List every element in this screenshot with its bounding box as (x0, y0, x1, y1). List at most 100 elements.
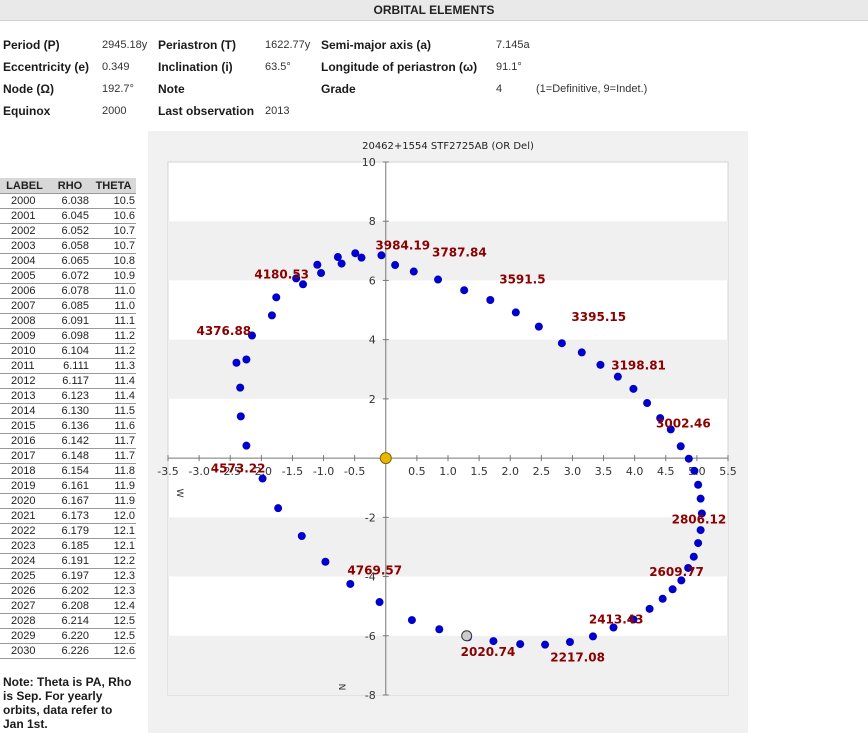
row-rho-cell: 6.220 (49, 628, 91, 644)
orbit-point (297, 531, 306, 540)
row-theta-cell: 11.2 (91, 328, 136, 344)
row-label-cell: 2007 (0, 298, 49, 314)
x-tick-label: 4.0 (626, 465, 644, 478)
orbit-point (434, 275, 443, 284)
table-row: 2030 6.226 12.6 (0, 643, 136, 659)
grade-label: Grade (321, 82, 356, 96)
epoch-label: 4180.53 (254, 267, 309, 281)
x-tick-label: 1.5 (470, 465, 488, 478)
chart-title: 20462+1554 STF2725AB (OR Del) (362, 141, 534, 152)
row-label-cell: 2015 (0, 418, 49, 434)
row-rho-cell: 6.197 (49, 568, 91, 584)
row-label-cell: 2008 (0, 313, 49, 329)
orbit-point (435, 625, 444, 634)
row-rho-cell: 6.045 (49, 208, 91, 224)
orbit-point (596, 360, 605, 369)
row-label-cell: 2025 (0, 568, 49, 584)
north-direction-label: N (336, 684, 346, 691)
periastron-value: 1622.77y (265, 39, 311, 51)
eccentricity-value: 0.349 (102, 61, 130, 73)
row-theta-cell: 11.6 (91, 418, 136, 434)
orbit-point (357, 253, 366, 262)
row-rho-cell: 6.148 (49, 448, 91, 464)
row-theta-cell: 11.5 (91, 403, 136, 419)
x-tick-label: 2.5 (533, 465, 551, 478)
table-row: 2012 6.117 11.4 (0, 373, 136, 389)
semi-major-axis-value: 7.145a (496, 39, 530, 51)
orbit-point (333, 253, 342, 262)
row-label-cell: 2017 (0, 448, 49, 464)
y-tick-label: 2 (369, 393, 376, 406)
row-rho-cell: 6.154 (49, 463, 91, 479)
orbit-point (516, 640, 525, 649)
row-theta-cell: 12.5 (91, 628, 136, 644)
x-tick-label: -2.0 (251, 465, 272, 478)
orbit-point (609, 623, 618, 632)
grid-band (168, 221, 728, 281)
orbit-point (346, 579, 355, 588)
y-tick-label: 10 (362, 156, 376, 169)
row-label-cell: 2027 (0, 598, 49, 614)
row-label-cell: 2023 (0, 538, 49, 554)
orbit-point (565, 637, 574, 646)
table-row: 2016 6.142 11.7 (0, 433, 136, 449)
orbit-point (629, 615, 638, 624)
row-theta-cell: 10.7 (91, 223, 136, 239)
last-observation-label: Last observation (158, 104, 255, 118)
row-label-cell: 2030 (0, 643, 49, 659)
row-rho-cell: 6.058 (49, 238, 91, 254)
node-label: Node (Ω) (3, 82, 54, 96)
orbit-point (557, 339, 566, 348)
orbit-point (489, 637, 498, 646)
row-theta-cell: 10.5 (91, 193, 136, 209)
x-tick-label: 4.5 (657, 465, 675, 478)
orbit-point (248, 331, 256, 340)
orbit-point (656, 414, 665, 423)
row-label-cell: 2010 (0, 343, 49, 359)
inclination-label: Inclination (i) (158, 60, 233, 74)
row-label-cell: 2012 (0, 373, 49, 389)
orbit-point (666, 425, 675, 434)
row-theta-cell: 11.0 (91, 298, 136, 314)
table-row: 2017 6.148 11.7 (0, 448, 136, 464)
row-label-cell: 2000 (0, 193, 49, 209)
row-rho-cell: 6.130 (49, 403, 91, 419)
x-tick-label: -3.0 (188, 465, 209, 478)
row-theta-cell: 10.8 (91, 253, 136, 269)
row-theta-cell: 10.7 (91, 238, 136, 254)
row-rho-cell: 6.191 (49, 553, 91, 569)
longitude-periastron-label: Longitude of periastron (ω) (321, 60, 478, 74)
x-tick-label: -0.5 (344, 465, 365, 478)
row-rho-cell: 6.136 (49, 418, 91, 434)
node-value: 192.7° (102, 83, 134, 95)
row-theta-cell: 10.6 (91, 208, 136, 224)
row-label-cell: 2024 (0, 553, 49, 569)
orbit-point (299, 280, 308, 289)
table-row: 2027 6.208 12.4 (0, 598, 136, 614)
primary-star (379, 452, 392, 465)
row-theta-cell: 12.0 (91, 508, 136, 524)
row-rho-cell: 6.091 (49, 313, 91, 329)
last-observation-value: 2013 (265, 105, 290, 117)
x-tick-label: -2.5 (219, 465, 240, 478)
orbit-point (588, 632, 597, 641)
table-row: 2009 6.098 11.2 (0, 328, 136, 344)
orbit-point (232, 358, 241, 367)
row-label-cell: 2029 (0, 628, 49, 644)
semi-major-axis-label: Semi-major axis (a) (321, 38, 432, 52)
epoch-label: 3984.19 (375, 238, 430, 252)
orbit-point (292, 274, 301, 283)
row-label-cell: 2013 (0, 388, 49, 404)
orbit-point (272, 293, 281, 302)
table-row: 2007 6.085 11.0 (0, 298, 136, 314)
row-label-cell: 2005 (0, 268, 49, 284)
grid-band (168, 517, 728, 577)
row-label-cell: 2002 (0, 223, 49, 239)
row-theta-cell: 12.3 (91, 568, 136, 584)
epoch-label: 3198.81 (611, 358, 666, 372)
period-value: 2945.18y (102, 39, 148, 51)
table-row: 2011 6.111 11.3 (0, 358, 136, 374)
orbit-point (242, 441, 251, 450)
row-theta-cell: 11.4 (91, 373, 136, 389)
table-row: 2018 6.154 11.8 (0, 463, 136, 479)
